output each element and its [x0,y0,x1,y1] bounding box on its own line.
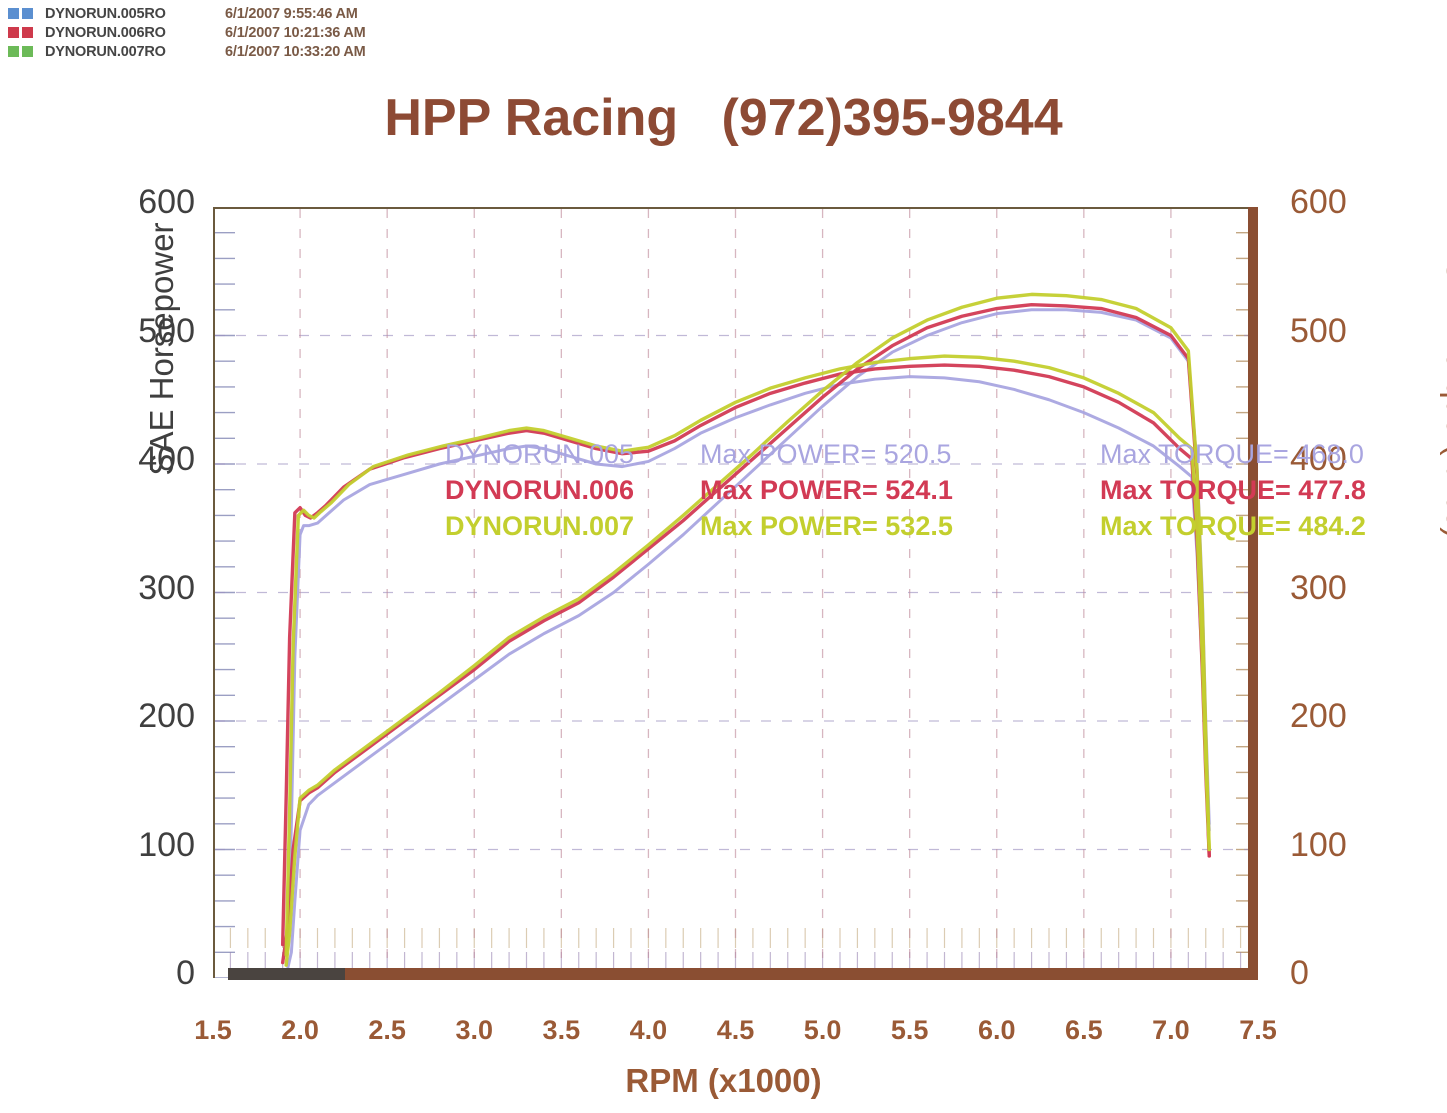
run-timestamp: 6/1/2007 9:55:46 AM [225,5,358,22]
color-swatch [8,46,19,57]
curve-DYNORUN-007-torque [284,354,1211,957]
y-axis-right-tick-label: 400 [1290,440,1347,478]
run-filename: DYNORUN.007RO [45,43,166,60]
annotation-max-power: Max POWER= 520.5 [700,439,952,469]
x-axis-tick-label: 4.0 [629,1015,668,1045]
data-curves [280,292,1211,970]
y-axis-left-tick-label: 300 [138,568,195,607]
x-axis-tick-label: 3.0 [455,1015,494,1045]
gridlines [215,207,1258,978]
annotation-row: DYNORUN.006 Max POWER= 524.1 Max TORQUE=… [445,475,1447,511]
y-axis-left-tick-label: 500 [138,311,195,350]
x-axis-tick-label: 7.5 [1239,1015,1277,1045]
run-filename: DYNORUN.006RO [45,24,166,41]
x-axis-tick-label: 3.5 [542,1015,581,1045]
annotation-max-torque: Max TORQUE= 484.2 [1100,511,1366,541]
y-axis-left-tick-label: 100 [138,825,195,864]
y-axis-right-tick-label: 600 [1290,183,1347,221]
runs-legend: DYNORUN.005RO 6/1/2007 9:55:46 AM DYNORU… [8,4,366,61]
max-values-annotations: DYNORUN.005 Max POWER= 520.5 Max TORQUE=… [445,439,1447,547]
annotation-run-name: DYNORUN.007 [445,511,635,541]
x-axis-tick-label: 7.0 [1152,1015,1190,1045]
x-axis-tick-label: 1.5 [194,1015,232,1045]
y-axis-right-tick-label: 300 [1290,568,1347,607]
y-axis-left-tick-label: 400 [138,440,195,478]
plot-border-bottom [228,968,1258,980]
curve-DYNORUN-007-horsepower [284,292,1211,967]
plot-border-left [213,207,215,978]
plot-border-top [213,207,1258,209]
annotation-max-power: Max POWER= 524.1 [700,475,953,505]
annotation-row: DYNORUN.007 Max POWER= 532.5 Max TORQUE=… [445,511,1447,547]
annotation-row: DYNORUN.005 Max POWER= 520.5 Max TORQUE=… [445,439,1447,475]
annotation-max-power: Max POWER= 532.5 [700,511,953,541]
annotation-max-torque: Max TORQUE= 468.0 [1100,439,1364,469]
list-item: DYNORUN.005RO 6/1/2007 9:55:46 AM [8,4,366,23]
plot-area: DYNORUN.005 Max POWER= 520.5 Max TORQUE=… [213,207,1366,980]
x-axis-tick-label: 4.5 [716,1015,755,1045]
annotation-run-name: DYNORUN.005 [445,439,635,469]
x-axis-tick-label: 5.0 [803,1015,842,1045]
x-axis-tick-label: 6.5 [1065,1015,1103,1045]
color-swatch-pair [8,8,33,19]
color-swatch-pair [8,27,33,38]
x-axis-tick-label: 2.5 [368,1015,406,1045]
x-axis-tick-label: 5.5 [890,1015,929,1045]
color-swatch-pair [8,46,33,57]
y-axis-right-tick-label: 100 [1290,825,1347,864]
run-timestamp: 6/1/2007 10:21:36 AM [225,24,366,41]
color-swatch [8,8,19,19]
color-swatch [22,8,33,19]
curve-DYNORUN-006-horsepower [280,302,1211,965]
list-item: DYNORUN.007RO 6/1/2007 10:33:20 AM [8,42,366,61]
x-axis-tick-label: 2.0 [281,1015,319,1045]
curve-DYNORUN-005-horsepower [286,308,1211,970]
list-item: DYNORUN.006RO 6/1/2007 10:21:36 AM [8,23,366,42]
x-axis-tick-label: 6.0 [977,1015,1016,1045]
annotation-run-name: DYNORUN.006 [445,475,635,505]
color-swatch [8,27,19,38]
color-swatch [22,27,33,38]
run-filename: DYNORUN.005RO [45,5,166,22]
dyno-curves-svg [215,207,1258,978]
plot-border-bottom-dark-segment [228,968,345,980]
annotation-max-torque: Max TORQUE= 477.8 [1100,475,1366,505]
y-axis-right-tick-label: 200 [1290,697,1347,735]
y-axis-left-tick-label: 600 [138,183,195,221]
page-title: HPP Racing (972)395-9844 [384,89,1063,147]
color-swatch [22,46,33,57]
y-axis-left-tick-label: 0 [176,954,195,992]
x-axis-title: RPM (x1000) [625,1062,822,1099]
y-axis-right-tick-label: 500 [1290,311,1347,350]
y-axis-left-tick-label: 200 [138,697,195,735]
run-timestamp: 6/1/2007 10:33:20 AM [225,43,366,60]
y-axis-right-tick-label: 0 [1290,954,1309,992]
curve-DYNORUN-005-torque [286,375,1211,952]
plot-border-right [1248,207,1258,978]
